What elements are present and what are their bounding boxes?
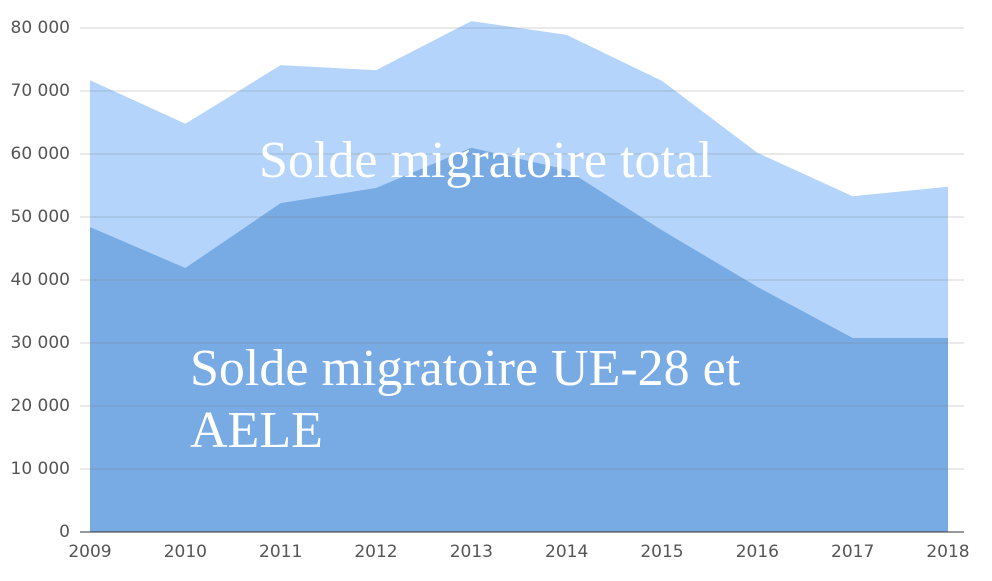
y-tick-label: 0	[59, 522, 70, 542]
x-tick-label: 2018	[926, 542, 969, 562]
x-tick-label: 2015	[640, 542, 683, 562]
x-tick-label: 2012	[354, 542, 397, 562]
x-tick-label: 2011	[259, 542, 302, 562]
y-tick-label: 40 000	[11, 270, 70, 290]
x-tick-label: 2013	[450, 542, 493, 562]
y-tick-label: 30 000	[11, 333, 70, 353]
y-tick-label: 70 000	[11, 81, 70, 101]
y-tick-label: 80 000	[11, 18, 70, 38]
x-tick-label: 2014	[545, 542, 588, 562]
area	[90, 147, 948, 532]
x-tick-label: 2017	[831, 542, 874, 562]
y-tick-label: 50 000	[11, 207, 70, 227]
series-label: Solde migratoire UE-28 et AELE	[190, 340, 741, 459]
x-tick-label: 2010	[164, 542, 207, 562]
y-tick-label: 20 000	[11, 396, 70, 416]
series-label: Solde migratoire total	[259, 132, 713, 189]
y-tick-label: 60 000	[11, 144, 70, 164]
x-tick-label: 2009	[68, 542, 111, 562]
y-tick-label: 10 000	[11, 459, 70, 479]
x-tick-label: 2016	[736, 542, 779, 562]
